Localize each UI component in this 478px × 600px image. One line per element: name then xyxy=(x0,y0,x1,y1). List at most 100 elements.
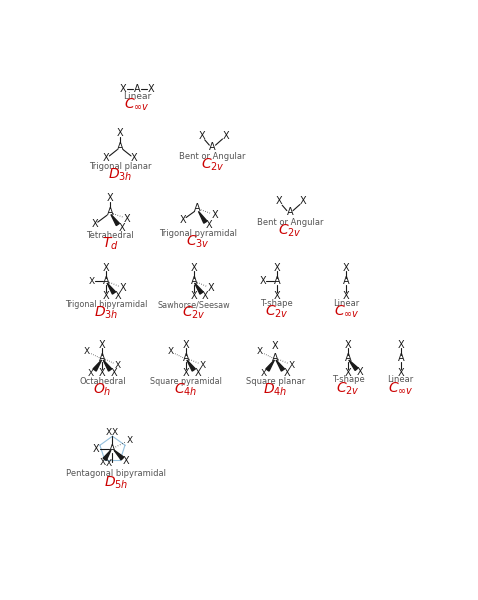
Text: $C_{2v}$: $C_{2v}$ xyxy=(182,305,206,321)
Text: A: A xyxy=(195,203,201,213)
Text: Trigonal pyramidal: Trigonal pyramidal xyxy=(159,229,237,238)
Text: X: X xyxy=(343,263,350,272)
Text: X: X xyxy=(283,368,290,378)
Text: X: X xyxy=(167,347,174,356)
Text: X: X xyxy=(131,153,138,163)
Text: $C_{2v}$: $C_{2v}$ xyxy=(201,157,224,173)
Text: X: X xyxy=(200,361,206,370)
Text: X: X xyxy=(300,196,306,206)
Text: X: X xyxy=(260,277,266,286)
Text: Trigonal bipyramidal: Trigonal bipyramidal xyxy=(65,300,147,309)
Text: $C_{2v}$: $C_{2v}$ xyxy=(265,303,289,320)
Text: X: X xyxy=(183,340,189,350)
Polygon shape xyxy=(103,360,112,371)
Text: X: X xyxy=(272,341,279,351)
Text: A: A xyxy=(134,84,141,94)
Text: X: X xyxy=(222,131,229,141)
Text: X: X xyxy=(148,84,154,94)
Text: X: X xyxy=(257,347,263,356)
Text: X: X xyxy=(124,214,130,224)
Text: X: X xyxy=(107,193,113,203)
Polygon shape xyxy=(349,360,358,370)
Polygon shape xyxy=(198,211,207,223)
Text: X: X xyxy=(119,223,125,233)
Text: X: X xyxy=(345,340,351,350)
Text: A: A xyxy=(345,353,351,364)
Text: X: X xyxy=(99,368,106,378)
Text: $C_{4h}$: $C_{4h}$ xyxy=(174,382,198,398)
Text: X: X xyxy=(99,340,106,350)
Text: A: A xyxy=(343,277,350,286)
Text: X: X xyxy=(343,291,350,301)
Text: X: X xyxy=(103,263,109,272)
Text: X: X xyxy=(120,84,127,94)
Text: X: X xyxy=(88,277,95,286)
Polygon shape xyxy=(266,360,274,371)
Text: Bent or Angular: Bent or Angular xyxy=(257,218,323,227)
Text: Linear: Linear xyxy=(123,92,152,101)
Text: A: A xyxy=(209,142,216,152)
Text: $D_{5h}$: $D_{5h}$ xyxy=(104,474,129,491)
Text: A: A xyxy=(397,353,404,364)
Text: Square pyramidal: Square pyramidal xyxy=(150,377,222,386)
Text: X: X xyxy=(397,340,404,350)
Text: $C_{2v}$: $C_{2v}$ xyxy=(278,223,302,239)
Text: A: A xyxy=(272,353,279,364)
Text: A: A xyxy=(273,277,280,286)
Text: Pentagonal bipyramidal: Pentagonal bipyramidal xyxy=(66,469,166,478)
Text: Sawhorse/Seesaw: Sawhorse/Seesaw xyxy=(158,300,230,309)
Text: $D_{3h}$: $D_{3h}$ xyxy=(94,305,119,321)
Text: $D_{3h}$: $D_{3h}$ xyxy=(108,167,132,184)
Text: X: X xyxy=(103,153,109,163)
Text: X: X xyxy=(103,291,109,301)
Text: X: X xyxy=(117,128,123,138)
Text: Tetrahedral: Tetrahedral xyxy=(86,231,134,240)
Text: A: A xyxy=(183,353,189,364)
Text: A: A xyxy=(109,444,116,454)
Text: A: A xyxy=(99,353,106,364)
Text: X: X xyxy=(120,283,127,293)
Text: A: A xyxy=(287,207,293,217)
Text: X: X xyxy=(276,196,282,206)
Polygon shape xyxy=(114,450,124,460)
Text: X: X xyxy=(261,370,267,379)
Text: X: X xyxy=(115,291,121,301)
Polygon shape xyxy=(93,360,102,371)
Text: A: A xyxy=(107,207,113,217)
Text: $D_{4h}$: $D_{4h}$ xyxy=(263,382,287,398)
Text: X: X xyxy=(112,428,118,437)
Text: Linear: Linear xyxy=(333,298,359,307)
Text: X: X xyxy=(93,443,99,454)
Text: X: X xyxy=(87,370,94,379)
Text: Trigonal planar: Trigonal planar xyxy=(89,162,152,171)
Text: X: X xyxy=(115,361,121,370)
Text: X: X xyxy=(198,131,205,141)
Polygon shape xyxy=(111,214,120,226)
Text: X: X xyxy=(99,458,106,467)
Text: $C_{\infty v}$: $C_{\infty v}$ xyxy=(334,303,359,320)
Text: X: X xyxy=(191,291,197,301)
Text: X: X xyxy=(397,368,404,378)
Text: $T_d$: $T_d$ xyxy=(102,236,119,252)
Text: Square planar: Square planar xyxy=(246,377,305,386)
Text: X: X xyxy=(345,368,351,378)
Text: T-shape: T-shape xyxy=(261,298,293,307)
Text: X: X xyxy=(357,367,364,377)
Polygon shape xyxy=(107,283,116,294)
Text: X: X xyxy=(84,347,90,356)
Text: X: X xyxy=(106,428,112,437)
Text: A: A xyxy=(103,277,109,286)
Text: $C_{2v}$: $C_{2v}$ xyxy=(336,380,360,397)
Text: Linear: Linear xyxy=(388,376,414,385)
Text: X: X xyxy=(289,361,295,370)
Text: X: X xyxy=(106,458,112,467)
Text: X: X xyxy=(273,263,280,272)
Text: X: X xyxy=(211,210,218,220)
Text: Octahedral: Octahedral xyxy=(79,377,126,386)
Text: X: X xyxy=(180,215,186,225)
Text: $C_{\infty v}$: $C_{\infty v}$ xyxy=(124,97,150,113)
Text: X: X xyxy=(183,368,189,378)
Text: X: X xyxy=(191,263,197,272)
Text: $C_{\infty v}$: $C_{\infty v}$ xyxy=(388,380,413,397)
Text: X: X xyxy=(111,368,117,378)
